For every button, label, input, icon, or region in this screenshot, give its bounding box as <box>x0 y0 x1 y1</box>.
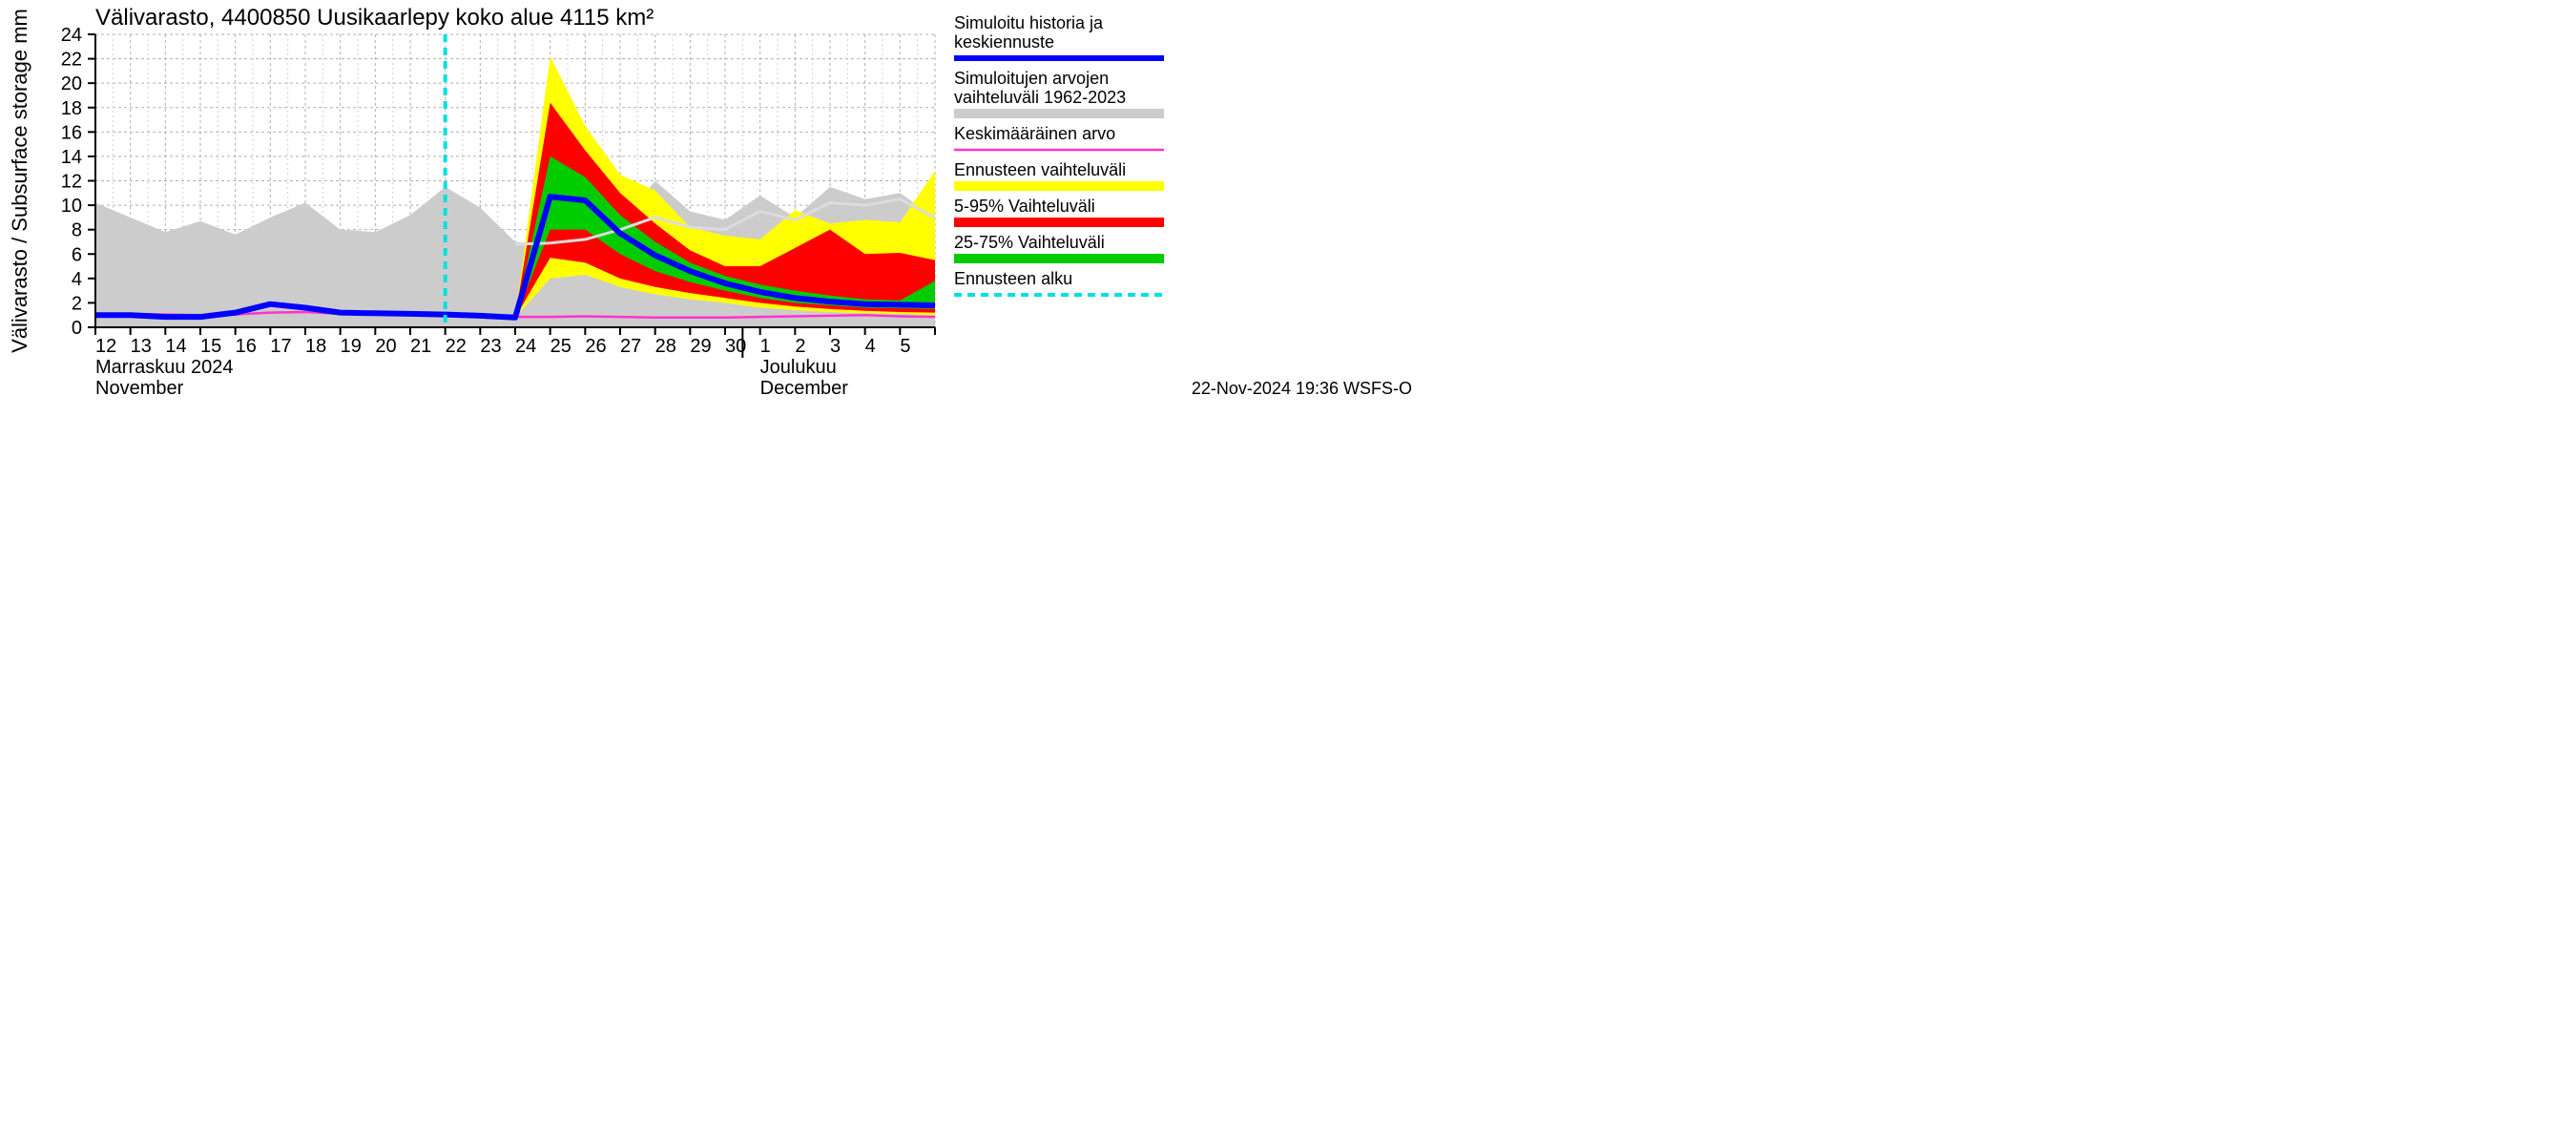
legend-label: Ennusteen vaihteluväli <box>954 160 1126 179</box>
legend-label: vaihteluväli 1962-2023 <box>954 88 1126 107</box>
legend-swatch <box>954 181 1164 191</box>
x-tick-label: 5 <box>900 336 910 357</box>
legend-swatch <box>954 254 1164 263</box>
y-tick-label: 20 <box>61 73 82 94</box>
legend-swatch <box>954 218 1164 227</box>
x-tick-label: 26 <box>585 336 606 357</box>
x-tick-label: 21 <box>410 336 431 357</box>
y-tick-label: 16 <box>61 122 82 143</box>
x-tick-label: 23 <box>480 336 501 357</box>
y-tick-label: 10 <box>61 196 82 217</box>
x-tick-label: 1 <box>760 336 771 357</box>
x-tick-label: 29 <box>690 336 711 357</box>
legend-label: 25-75% Vaihteluväli <box>954 233 1105 252</box>
y-tick-label: 18 <box>61 98 82 119</box>
y-tick-label: 8 <box>72 220 82 241</box>
y-tick-label: 24 <box>61 25 82 46</box>
x-tick-label: 20 <box>375 336 396 357</box>
x-tick-label: 24 <box>515 336 536 357</box>
y-axis-label: Välivarasto / Subsurface storage mm <box>8 9 31 353</box>
x-month-en-left: November <box>95 378 184 399</box>
y-tick-label: 4 <box>72 269 82 290</box>
x-tick-label: 14 <box>165 336 186 357</box>
legend-label: Ennusteen alku <box>954 269 1072 288</box>
x-tick-label: 4 <box>865 336 876 357</box>
y-tick-label: 6 <box>72 244 82 265</box>
chart-footer: 22-Nov-2024 19:36 WSFS-O <box>1192 379 1412 398</box>
x-tick-label: 28 <box>655 336 676 357</box>
x-tick-label: 18 <box>305 336 326 357</box>
y-tick-label: 14 <box>61 147 82 168</box>
legend-label: 5-95% Vaihteluväli <box>954 197 1095 216</box>
x-tick-label: 2 <box>795 336 805 357</box>
legend-label: keskiennuste <box>954 32 1054 52</box>
x-tick-label: 25 <box>551 336 571 357</box>
x-tick-label: 13 <box>131 336 152 357</box>
x-month-en-right: December <box>760 378 849 399</box>
chart-title: Välivarasto, 4400850 Uusikaarlepy koko a… <box>95 5 654 31</box>
x-tick-label: 22 <box>446 336 467 357</box>
x-tick-label: 12 <box>95 336 116 357</box>
x-tick-label: 15 <box>200 336 221 357</box>
chart-svg: 0246810121416182022241213141516171819202… <box>0 0 1431 636</box>
legend-label: Keskimääräinen arvo <box>954 124 1115 143</box>
x-month-fi-left: Marraskuu 2024 <box>95 357 234 378</box>
x-tick-label: 27 <box>620 336 641 357</box>
legend-swatch <box>954 109 1164 118</box>
legend-label: Simuloitujen arvojen <box>954 69 1109 88</box>
x-tick-label: 19 <box>341 336 362 357</box>
y-tick-label: 0 <box>72 318 82 339</box>
y-tick-label: 12 <box>61 172 82 193</box>
x-tick-label: 16 <box>236 336 257 357</box>
x-tick-label: 17 <box>270 336 291 357</box>
x-tick-label: 3 <box>830 336 841 357</box>
chart-container: 0246810121416182022241213141516171819202… <box>0 0 1431 636</box>
y-tick-label: 2 <box>72 293 82 314</box>
x-month-fi-right: Joulukuu <box>760 357 837 378</box>
y-tick-label: 22 <box>61 50 82 71</box>
legend-label: Simuloitu historia ja <box>954 13 1104 32</box>
